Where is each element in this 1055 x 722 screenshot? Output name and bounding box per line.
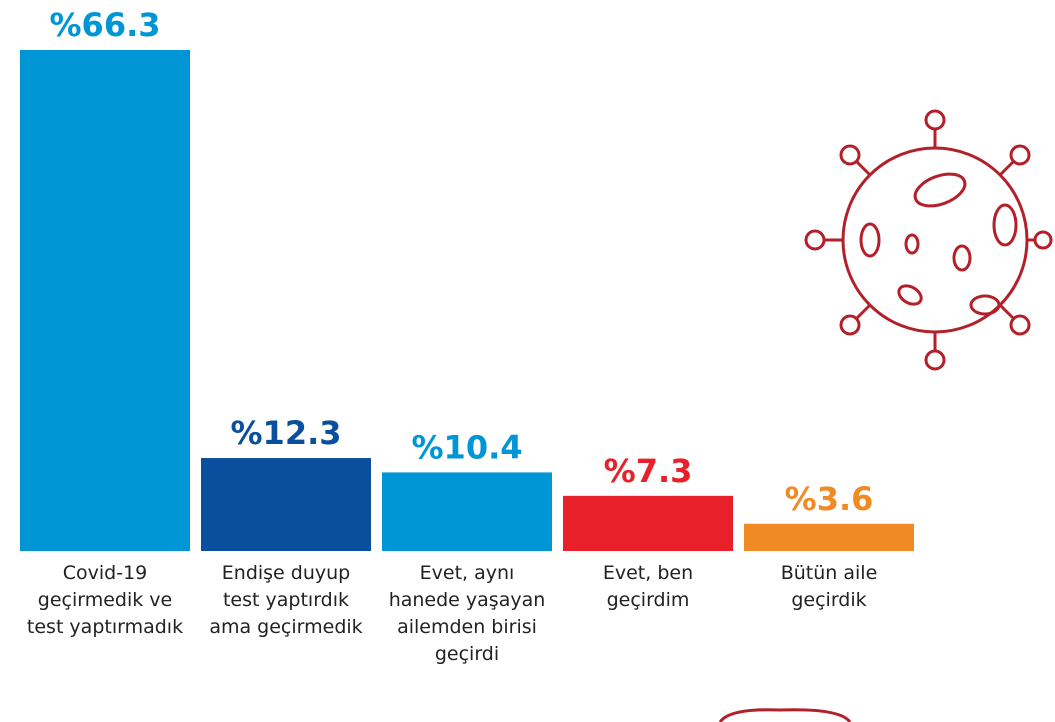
bar bbox=[563, 495, 733, 551]
category-label: Endişe duyup test yaptırdık ama geçirmed… bbox=[209, 562, 363, 638]
bar bbox=[744, 523, 914, 551]
category-label: Covid-19 geçirmedik ve test yaptırmadık bbox=[26, 562, 184, 638]
virus-icon bbox=[804, 109, 1053, 371]
value-label: %12.3 bbox=[230, 414, 341, 452]
bar bbox=[201, 458, 371, 551]
value-label: %10.4 bbox=[411, 428, 522, 466]
category-label: Bütün aile geçirdik bbox=[780, 562, 878, 611]
category-label: Evet, aynı hanede yaşayan ailemden biris… bbox=[388, 562, 546, 665]
category-label: Evet, ben geçirdim bbox=[602, 562, 694, 611]
bar bbox=[20, 50, 190, 551]
decor-shape bbox=[718, 708, 852, 722]
bar bbox=[382, 472, 552, 551]
value-label: %66.3 bbox=[49, 6, 160, 44]
value-label: %3.6 bbox=[785, 480, 874, 518]
value-label: %7.3 bbox=[604, 452, 693, 490]
